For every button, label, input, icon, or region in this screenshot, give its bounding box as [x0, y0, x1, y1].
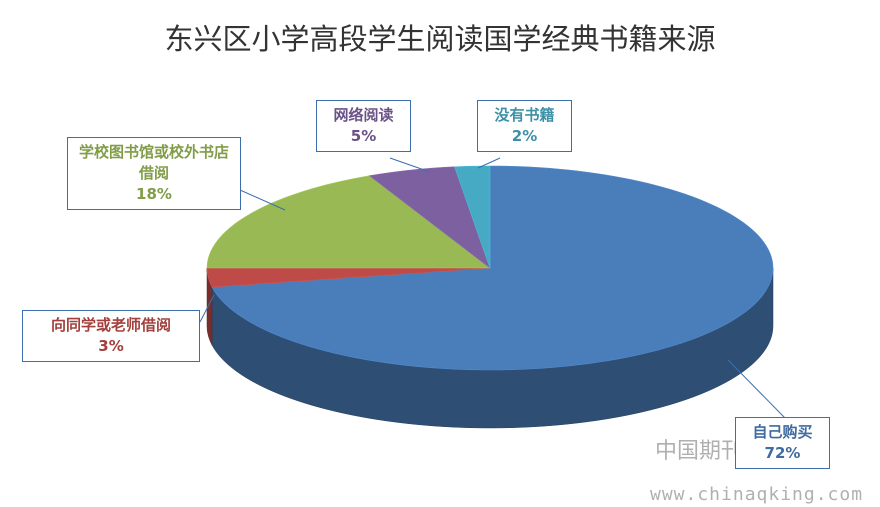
- label-value: 3%: [98, 337, 124, 355]
- label-name: 自己购买: [752, 423, 813, 441]
- slice: [206, 267, 491, 288]
- slice: [211, 165, 774, 371]
- label-name: 网络阅读: [333, 106, 394, 124]
- slice: [368, 166, 491, 269]
- label-value: 72%: [764, 444, 801, 462]
- label-name: 没有书籍: [494, 106, 555, 124]
- data-label: 网络阅读 5%: [316, 100, 411, 152]
- callout-line: [199, 294, 215, 323]
- label-name: 学校图书馆或校外书店借阅: [78, 143, 229, 182]
- chart-title: 东兴区小学高段学生阅读国学经典书籍来源: [164, 22, 716, 56]
- slice: [206, 175, 491, 269]
- callout-line: [727, 359, 786, 419]
- label-value: 5%: [350, 127, 377, 145]
- callout-line: [477, 157, 501, 169]
- callout-line: [239, 189, 286, 211]
- data-label: 向同学或老师借阅 3%: [22, 310, 200, 362]
- label-value: 2%: [511, 127, 538, 145]
- label-name: 向同学或老师借阅: [50, 316, 171, 334]
- callout-line: [389, 157, 431, 173]
- data-label: 没有书籍 2%: [477, 100, 572, 152]
- data-label: 学校图书馆或校外书店借阅 18%: [67, 137, 241, 210]
- label-value: 18%: [136, 185, 172, 203]
- watermark: www.chinaqking.com: [650, 484, 864, 505]
- slice: [454, 165, 491, 269]
- data-label: 自己购买 72%: [735, 417, 830, 469]
